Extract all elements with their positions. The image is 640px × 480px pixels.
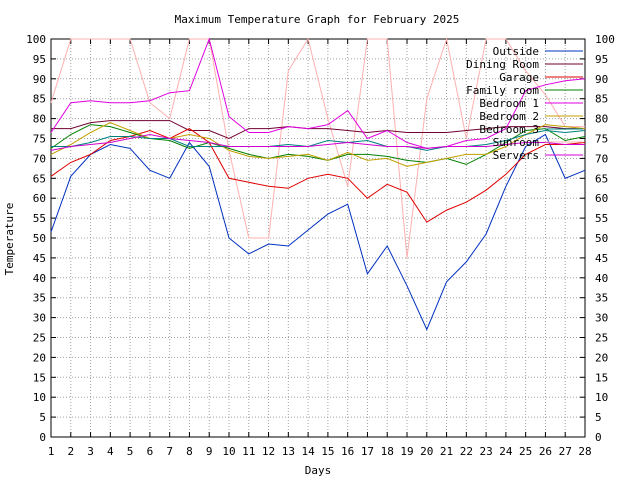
- y-tick-label-left: 50: [33, 232, 46, 245]
- y-tick-label-right: 10: [595, 391, 608, 404]
- y-tick-label-left: 0: [39, 431, 46, 444]
- y-tick-label-right: 15: [595, 371, 608, 384]
- y-tick-label-left: 40: [33, 272, 46, 285]
- y-tick-label-right: 70: [595, 152, 608, 165]
- x-tick-label: 13: [282, 445, 295, 458]
- y-tick-label-left: 25: [33, 332, 46, 345]
- y-tick-label-left: 90: [33, 73, 46, 86]
- y-tick-label-right: 5: [595, 411, 602, 424]
- x-tick-label: 21: [440, 445, 453, 458]
- series-line-sunroom: [50, 37, 585, 258]
- y-tick-label-right: 25: [595, 332, 608, 345]
- x-tick-label: 26: [539, 445, 552, 458]
- x-tick-label: 25: [519, 445, 532, 458]
- y-tick-label-left: 70: [33, 152, 46, 165]
- x-tick-label: 18: [381, 445, 394, 458]
- legend-label: Sunroom: [493, 136, 540, 149]
- y-tick-label-right: 85: [595, 93, 608, 106]
- y-tick-label-right: 95: [595, 53, 608, 66]
- y-tick-label-left: 20: [33, 351, 46, 364]
- y-tick-label-right: 40: [595, 272, 608, 285]
- x-tick-label: 12: [262, 445, 275, 458]
- x-tick-label: 15: [321, 445, 334, 458]
- y-tick-label-right: 50: [595, 232, 608, 245]
- y-tick-label-left: 95: [33, 53, 46, 66]
- x-tick-label: 28: [578, 445, 591, 458]
- series-line-bedroom-3: [51, 129, 586, 151]
- y-tick-label-left: 45: [33, 252, 46, 265]
- legend-label: Family room: [466, 84, 539, 97]
- y-tick-label-left: 30: [33, 312, 46, 325]
- chart-title: Maximum Temperature Graph for February 2…: [175, 13, 460, 26]
- series-line-bedroom-1: [50, 37, 586, 149]
- x-tick-label: 23: [479, 445, 492, 458]
- y-tick-label-right: 65: [595, 172, 608, 185]
- y-tick-label-right: 100: [595, 33, 615, 46]
- y-tick-label-right: 90: [595, 73, 608, 86]
- y-tick-label-right: 30: [595, 312, 608, 325]
- y-tick-label-left: 75: [33, 133, 46, 146]
- legend-label: Dining Room: [466, 58, 539, 71]
- x-tick-label: 19: [400, 445, 413, 458]
- legend-label: Servers: [493, 149, 539, 162]
- series-line-servers: [50, 133, 585, 151]
- x-tick-label: 20: [420, 445, 433, 458]
- x-tick-label: 27: [559, 445, 572, 458]
- x-tick-label: 1: [48, 445, 55, 458]
- x-tick-label: 11: [242, 445, 255, 458]
- y-axis-label: Temperature: [3, 203, 16, 276]
- x-axis-label: Days: [305, 464, 332, 477]
- x-tick-label: 2: [67, 445, 74, 458]
- x-tick-label: 7: [166, 445, 173, 458]
- y-tick-label-left: 55: [33, 212, 46, 225]
- x-tick-label: 16: [341, 445, 354, 458]
- legend-label: Bedroom 1: [479, 97, 539, 110]
- y-tick-label-right: 45: [595, 252, 608, 265]
- y-tick-label-left: 85: [33, 93, 46, 106]
- axis-ticks: 1 2 3 4 5 6 7 8 9 10 11 12 13 14 15 16 17 18 19 20 21 22 23 24 2…: [26, 33, 615, 458]
- y-tick-label-right: 0: [595, 431, 602, 444]
- y-tick-label-left: 35: [33, 292, 46, 305]
- x-tick-label: 5: [127, 445, 134, 458]
- x-tick-label: 9: [206, 445, 213, 458]
- y-tick-label-right: 80: [595, 113, 608, 126]
- series-line-dining-room: [51, 120, 585, 140]
- y-tick-label-right: 20: [595, 351, 608, 364]
- x-tick-label: 3: [87, 445, 94, 458]
- x-tick-label: 4: [107, 445, 114, 458]
- x-tick-label: 8: [186, 445, 193, 458]
- y-tick-label-left: 60: [33, 192, 46, 205]
- legend-label: Bedroom 3: [479, 123, 539, 136]
- x-tick-label: 22: [460, 445, 473, 458]
- y-tick-label-right: 55: [595, 212, 608, 225]
- legend-label: Bedroom 2: [479, 110, 539, 123]
- y-tick-label-left: 15: [33, 371, 46, 384]
- x-tick-label: 17: [361, 445, 374, 458]
- x-tick-label: 6: [147, 445, 154, 458]
- legend-label: Outside: [493, 45, 539, 58]
- legend-label: Garage: [499, 71, 539, 84]
- y-tick-label-left: 10: [33, 391, 46, 404]
- series-line-bedroom-2: [50, 122, 586, 167]
- y-tick-label-left: 100: [26, 33, 46, 46]
- y-tick-label-left: 5: [39, 411, 46, 424]
- x-tick-label: 10: [222, 445, 235, 458]
- x-tick-label: 14: [301, 445, 315, 458]
- series-line-outside: [50, 133, 586, 331]
- y-tick-label-left: 65: [33, 172, 46, 185]
- x-tick-label: 24: [499, 445, 513, 458]
- y-tick-label-right: 75: [595, 133, 608, 146]
- y-tick-label-right: 60: [595, 192, 608, 205]
- y-tick-label-left: 80: [33, 113, 46, 126]
- series-lines: [50, 37, 586, 331]
- series-line-garage: [50, 128, 586, 223]
- series-line-family-room: [50, 124, 586, 165]
- y-tick-label-right: 35: [595, 292, 608, 305]
